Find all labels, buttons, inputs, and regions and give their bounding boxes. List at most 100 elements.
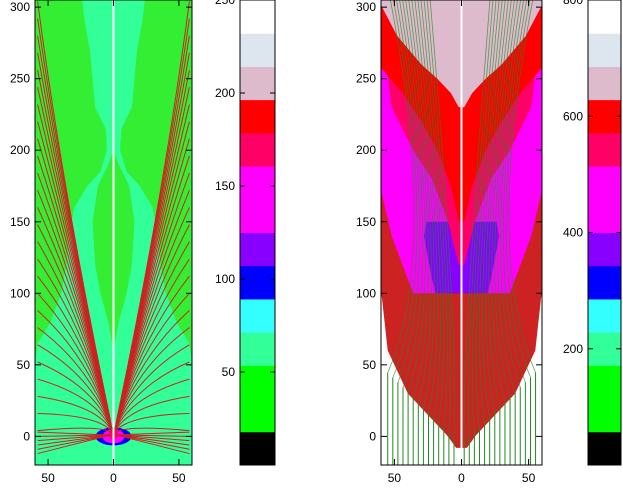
left-field-line — [114, 412, 190, 433]
left-field-line-low — [116, 434, 190, 442]
right-field-line-curve — [475, 0, 500, 427]
left-colorbar-swatch — [240, 332, 275, 366]
right-field-line-curve — [482, 0, 506, 417]
left-colorbar-swatch — [240, 365, 275, 400]
left-field-line-low — [37, 431, 111, 436]
left-colorbar-swatch — [240, 132, 275, 167]
right-colorbar-swatch — [588, 33, 621, 67]
left-field-line — [37, 395, 113, 433]
left-colorbar-swatch — [240, 199, 275, 233]
left-colorbar-swatch — [240, 398, 275, 433]
left-colorbar-swatch — [240, 298, 275, 333]
right-colorbar-swatch — [588, 265, 621, 300]
left-heatmap-panel: 0 50 100 150 200 250 300 50 0 50 — [10, 0, 193, 485]
left-field-line — [114, 378, 190, 432]
left-colorbar-tick-label: 200 — [215, 86, 235, 100]
left-field-line — [114, 344, 190, 431]
right-field-line-curve — [417, 0, 441, 417]
right-field-line-curve — [411, 0, 435, 408]
left-field-line — [37, 327, 113, 430]
right-colorbar: 200 400 600 800 — [563, 0, 622, 466]
left-colorbar-swatch — [240, 166, 275, 200]
left-field-line-low — [116, 434, 190, 450]
left-ytick-label: 150 — [10, 215, 30, 229]
right-ytick-label: 300 — [356, 0, 376, 14]
left-field-line — [37, 1, 111, 419]
right-field-line-curve — [488, 0, 512, 407]
right-colorbar-swatch — [588, 199, 621, 233]
left-field-line — [37, 344, 113, 431]
right-field-line-curve — [405, 0, 429, 398]
left-colorbar-swatch — [240, 0, 275, 34]
right-ytick-label: 250 — [356, 72, 376, 86]
left-field-line — [114, 395, 190, 433]
right-field-line-curve — [494, 0, 518, 398]
right-field-line-curve — [429, 0, 456, 437]
right-field-line-curve — [392, 0, 418, 378]
right-field-line-curve — [399, 0, 424, 388]
left-ytick-label: 200 — [10, 143, 30, 157]
right-colorbar-swatch — [588, 298, 621, 333]
left-field-line-low — [116, 434, 190, 437]
right-colorbar-swatch — [588, 232, 621, 267]
left-colorbar-tick-label: 250 — [215, 0, 235, 7]
left-ytick-label: 250 — [10, 72, 30, 86]
left-xtick-label: 50 — [172, 471, 186, 485]
right-ytick-label: 150 — [356, 215, 376, 229]
right-xtick-label: 50 — [522, 471, 536, 485]
right-field-line-curve — [414, 0, 438, 412]
left-colorbar-swatch — [240, 265, 275, 300]
left-field-line — [37, 378, 113, 432]
left-field-line-low — [37, 434, 112, 455]
left-colorbar-tick-label: 100 — [215, 272, 235, 286]
left-field-line — [116, 1, 190, 419]
right-field-line-curve — [463, 0, 491, 441]
right-field-line-curve — [478, 0, 503, 422]
left-field-line — [114, 327, 190, 430]
right-field-line-curve — [408, 0, 432, 403]
right-field-line-curve — [497, 0, 521, 393]
right-colorbar-swatch — [588, 398, 621, 433]
left-field-line-low — [115, 434, 190, 455]
left-field-line-low — [116, 431, 190, 436]
left-colorbar-tick-label: 150 — [215, 179, 235, 193]
right-field-line-curve — [508, 0, 536, 373]
right-field-line-curve — [471, 0, 497, 432]
right-colorbar-swatch — [588, 332, 621, 366]
right-field-line-curve — [502, 0, 528, 383]
right-colorbar-tick-label: 600 — [563, 109, 583, 123]
right-ytick-label: 50 — [363, 358, 377, 372]
right-colorbar-swatch — [588, 431, 621, 466]
left-ytick-label: 50 — [17, 358, 31, 372]
right-field-line-curve — [426, 0, 452, 432]
right-colorbar-swatch — [588, 0, 621, 34]
left-field-line-low — [37, 434, 111, 442]
right-colorbar-tick-label: 200 — [563, 342, 583, 356]
left-colorbar: 50 100 150 200 250 — [215, 0, 276, 466]
right-field-line-curve — [491, 0, 515, 402]
right-heatmap-panel: 0 50 100 150 200 250 300 50 0 50 — [356, 0, 543, 485]
right-colorbar-tick-label: 400 — [563, 226, 583, 240]
right-ytick-label: 200 — [356, 143, 376, 157]
right-colorbar-swatch — [588, 365, 621, 400]
left-field-line-low — [37, 434, 111, 450]
left-colorbar-swatch — [240, 431, 275, 466]
left-ytick-label: 0 — [23, 429, 30, 443]
right-colorbar-swatch — [588, 132, 621, 167]
left-colorbar-tick-label: 50 — [222, 365, 236, 379]
left-field-line-low — [116, 434, 190, 446]
right-xtick-label: 50 — [388, 471, 402, 485]
left-field-line-low — [37, 434, 111, 446]
right-field-line-curve — [500, 0, 524, 388]
left-ytick-label: 300 — [10, 0, 30, 14]
right-colorbar-swatch — [588, 66, 621, 101]
left-ytick-label: 100 — [10, 286, 30, 300]
left-field-line — [114, 361, 190, 431]
right-field-line-curve — [387, 0, 415, 373]
right-field-line-curve — [420, 0, 445, 422]
right-field-line-curve — [485, 0, 509, 412]
right-ytick-label: 100 — [356, 286, 376, 300]
right-ytick-label: 0 — [369, 429, 376, 443]
right-field-line-curve — [396, 0, 421, 383]
